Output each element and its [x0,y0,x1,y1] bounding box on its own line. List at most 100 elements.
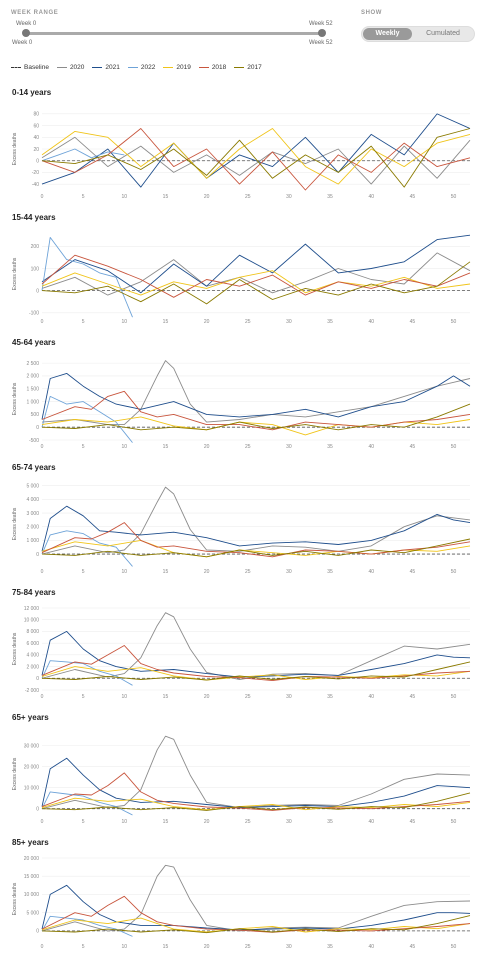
legend-item-2018[interactable]: 2018 [198,64,226,71]
series-line-2017[interactable] [41,128,471,188]
series-line-2022[interactable] [41,530,133,567]
legend-item-2021[interactable]: 2021 [92,64,120,71]
legend-item-2020[interactable]: 2020 [56,64,84,71]
series-line-2022[interactable] [41,791,133,816]
series-line-2019[interactable] [41,666,471,681]
range-start-handle[interactable] [22,29,30,37]
x-tick-label: 0 [41,944,44,950]
series-line-2021[interactable] [41,757,471,809]
x-tick-label: 30 [286,819,292,825]
series-line-2019[interactable] [41,797,471,811]
series-line-2017[interactable] [41,403,471,431]
y-tick-label: 15 000 [24,874,40,880]
range-start-top-label: Week 0 [16,21,37,27]
y-tick-label: 20 [33,147,39,153]
x-tick-label: 5 [82,944,85,950]
series-line-2019[interactable] [41,917,471,933]
chart-panel: 65+ years 0 10 000 20 000 30 000 0 5 10 15 20 25 30… [0,711,477,836]
x-tick-label: 25 [245,194,251,200]
week-range-slider[interactable] [22,29,326,37]
series-line-2018[interactable] [41,254,471,298]
chart-panel: 75-84 years -2 000 0 2 000 4 000 6 000 8 000 10… [0,586,477,711]
series-line-2022[interactable] [41,915,133,937]
series-line-2017[interactable] [41,261,471,305]
x-tick-label: 50 [451,444,457,450]
series-line-2018[interactable] [41,128,471,191]
series-line-2019[interactable] [41,270,471,296]
series-line-2020[interactable] [41,864,471,932]
y-tick-label: 0 [36,159,39,165]
series-line-2022[interactable] [41,660,133,686]
legend-swatch [56,66,67,68]
series-line-2017[interactable] [41,661,471,681]
x-tick-label: 5 [82,444,85,450]
series-line-2018[interactable] [41,522,471,558]
series-line-2017[interactable] [41,792,471,811]
series-line-2018[interactable] [41,895,471,933]
series-line-2019[interactable] [41,128,471,185]
x-tick-label: 15 [163,694,169,700]
series-line-2021[interactable] [41,884,471,931]
series-line-2022[interactable] [41,395,133,443]
chart-svg[interactable]: 0 5 000 10 000 15 000 20 000 0 5 10 15 20 25 30 35 40… [0,836,477,961]
chart-panel: 85+ years 0 5 000 10 000 15 000 20 000 0 5 10 15 2… [0,836,477,961]
x-tick-label: 50 [451,319,457,325]
chart-svg[interactable]: -40 -20 0 20 40 60 80 0 5 10 15 20 25 30 35 40 45 50 Exces… [0,86,477,211]
chart-panel: 65-74 years 0 1 000 2 000 3 000 4 000 5 000 0 5 1… [0,461,477,586]
series-line-2022[interactable] [41,236,133,318]
y-tick-label: 4 000 [26,497,39,503]
y-axis-label: Excess deaths [12,507,18,540]
y-tick-label: 10 000 [24,785,40,791]
x-tick-label: 5 [82,319,85,325]
x-tick-label: 25 [245,819,251,825]
series-line-2020[interactable] [41,486,471,555]
legend-item-baseline[interactable]: Baseline [11,64,49,71]
legend: Baseline 2020 2021 2022 2019 2018 2017 [11,62,270,72]
y-tick-label: 8 000 [26,629,39,635]
series-line-2018[interactable] [41,645,471,682]
series-line-2018[interactable] [41,772,471,811]
x-tick-label: 5 [82,694,85,700]
series-line-2017[interactable] [41,538,471,558]
y-axis-label: Excess deaths [12,132,18,165]
chart-title: 0-14 years [12,88,52,97]
weekly-button[interactable]: Weekly [363,28,412,40]
range-end-handle[interactable] [318,29,326,37]
series-line-2020[interactable] [41,612,471,680]
legend-item-2022[interactable]: 2022 [127,63,156,71]
x-tick-label: 35 [327,944,333,950]
series-line-2020[interactable] [41,360,471,426]
legend-label: 2019 [176,63,191,71]
series-line-2017[interactable] [41,915,471,934]
x-tick-label: 0 [41,444,44,450]
legend-item-2017[interactable]: 2017 [234,64,262,71]
cumulated-button[interactable]: Cumulated [426,30,460,37]
series-line-2021[interactable] [41,630,471,678]
series-line-2022[interactable] [41,148,125,162]
x-tick-label: 5 [82,819,85,825]
chart-svg[interactable]: 0 1 000 2 000 3 000 4 000 5 000 0 5 10 15 20 25 30 35… [0,461,477,586]
y-tick-label: -500 [29,438,39,444]
x-tick-label: 35 [327,819,333,825]
y-axis-label: Excess deaths [12,257,18,290]
y-tick-label: 2 500 [26,361,39,367]
x-tick-label: 30 [286,444,292,450]
series-line-2021[interactable] [41,113,471,188]
series-line-2021[interactable] [41,505,471,552]
legend-item-2019[interactable]: 2019 [163,63,191,71]
y-tick-label: 0 [36,806,39,812]
chart-svg[interactable]: 0 10 000 20 000 30 000 0 5 10 15 20 25 30 35 40 45 50 E… [0,711,477,836]
series-line-2021[interactable] [41,234,471,294]
show-toggle[interactable]: Weekly Cumulated [361,26,475,42]
y-tick-label: -20 [32,170,39,176]
series-line-2020[interactable] [41,735,471,810]
x-tick-label: 25 [245,319,251,325]
series-line-2020[interactable] [41,252,471,296]
legend-label: 2022 [140,63,156,71]
series-line-2021[interactable] [41,372,471,420]
series-line-2019[interactable] [41,416,471,436]
series-line-2020[interactable] [41,136,471,185]
